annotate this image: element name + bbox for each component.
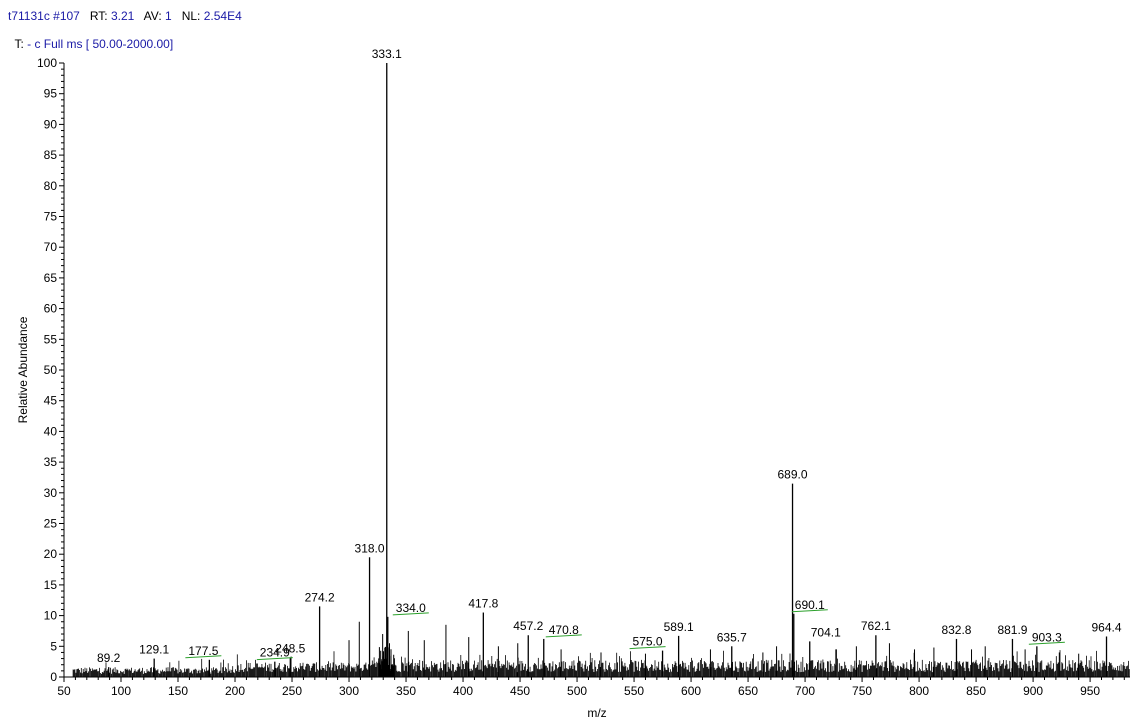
x-tick-label: 100 bbox=[111, 684, 131, 698]
x-tick-label: 300 bbox=[339, 684, 359, 698]
x-tick-label: 700 bbox=[795, 684, 815, 698]
y-tick-label: 50 bbox=[44, 363, 58, 377]
x-tick-label: 600 bbox=[681, 684, 701, 698]
x-tick-label: 150 bbox=[168, 684, 188, 698]
header-part: 3.21 bbox=[110, 9, 135, 23]
x-tick-label: 950 bbox=[1080, 684, 1100, 698]
y-tick-label: 25 bbox=[44, 517, 58, 531]
scan-header-line2: T: - c Full ms [ 50.00-2000.00] bbox=[8, 23, 173, 51]
header-scan-filter: - c Full ms [ 50.00-2000.00] bbox=[27, 37, 174, 51]
header-part: t71131c #107 bbox=[8, 9, 80, 23]
header-part: RT: bbox=[79, 9, 111, 23]
labeled-peaks bbox=[108, 63, 1108, 677]
y-tick-label: 70 bbox=[44, 240, 58, 254]
label-marker-line bbox=[392, 612, 429, 616]
x-tick-label: 800 bbox=[909, 684, 929, 698]
peak-label: 704.1 bbox=[811, 625, 841, 639]
chart-axes: 0 5 10 15 20 25 30 35 40 45 50 55 60 65 70 75 80 85 90 95 10… bbox=[37, 56, 1130, 698]
x-tick-label: 900 bbox=[1023, 684, 1043, 698]
peak-label: 89.2 bbox=[97, 651, 121, 665]
peak-label: 964.4 bbox=[1091, 620, 1121, 634]
peak-label: 177.5 bbox=[188, 644, 218, 658]
x-tick-label: 450 bbox=[510, 684, 530, 698]
header-part: AV: bbox=[134, 9, 166, 23]
peak-label: 832.8 bbox=[941, 623, 971, 637]
y-tick-label: 65 bbox=[44, 271, 58, 285]
peak-label: 274.2 bbox=[305, 590, 335, 604]
label-marker-line bbox=[545, 634, 582, 638]
peak-label: 248.5 bbox=[275, 641, 305, 655]
y-axis-label: Relative Abundance bbox=[16, 316, 30, 423]
header-part: NL: bbox=[171, 9, 204, 23]
x-axis-label: m/z bbox=[587, 706, 606, 720]
y-tick-label: 45 bbox=[44, 394, 58, 408]
y-tick-label: 20 bbox=[44, 547, 58, 561]
x-tick-label: 200 bbox=[225, 684, 245, 698]
peak-label: 457.2 bbox=[513, 619, 543, 633]
x-tick-label: 650 bbox=[738, 684, 758, 698]
y-tick-label: 95 bbox=[44, 87, 58, 101]
label-marker-line bbox=[185, 655, 222, 659]
y-tick-label: 40 bbox=[44, 424, 58, 438]
y-tick-label: 35 bbox=[44, 455, 58, 469]
y-tick-label: 5 bbox=[50, 639, 57, 653]
x-tick-label: 850 bbox=[966, 684, 986, 698]
label-marker-line bbox=[256, 657, 293, 661]
y-tick-label: 10 bbox=[44, 609, 58, 623]
peak-label: 689.0 bbox=[778, 468, 808, 482]
x-tick-label: 500 bbox=[567, 684, 587, 698]
peak-label: 575.0 bbox=[633, 635, 663, 649]
y-tick-label: 0 bbox=[50, 670, 57, 684]
header-part: 2.54E4 bbox=[203, 9, 242, 23]
peak-label: 417.8 bbox=[468, 597, 498, 611]
peak-label: 234.9 bbox=[260, 646, 290, 660]
y-tick-label: 30 bbox=[44, 486, 58, 500]
x-tick-label: 550 bbox=[624, 684, 644, 698]
scan-header-line1: t71131c #107 RT: 3.21 AV: 1 NL: 2.54E4 bbox=[8, 9, 242, 23]
peak-label: 881.9 bbox=[997, 623, 1027, 637]
y-tick-label: 85 bbox=[44, 148, 58, 162]
y-tick-label: 75 bbox=[44, 210, 58, 224]
peak-label: 334.0 bbox=[396, 601, 426, 615]
x-tick-label: 400 bbox=[453, 684, 473, 698]
peak-label: 129.1 bbox=[139, 643, 169, 657]
peak-label: 762.1 bbox=[861, 619, 891, 633]
y-tick-label: 90 bbox=[44, 117, 58, 131]
x-tick-label: 750 bbox=[852, 684, 872, 698]
label-marker-line bbox=[1028, 641, 1065, 645]
x-tick-label: 50 bbox=[57, 684, 71, 698]
y-tick-label: 55 bbox=[44, 332, 58, 346]
y-tick-label: 60 bbox=[44, 302, 58, 316]
y-tick-label: 100 bbox=[37, 56, 57, 70]
header-part: 1 bbox=[165, 9, 172, 23]
peak-label: 690.1 bbox=[795, 598, 825, 612]
y-tick-label: 80 bbox=[44, 179, 58, 193]
x-tick-label: 250 bbox=[282, 684, 302, 698]
label-marker-line bbox=[629, 646, 666, 650]
peak-label: 903.3 bbox=[1032, 630, 1062, 644]
peak-label: 470.8 bbox=[549, 623, 579, 637]
label-marker-line bbox=[791, 609, 828, 613]
y-tick-label: 15 bbox=[44, 578, 58, 592]
peak-label: 589.1 bbox=[664, 620, 694, 634]
x-tick-label: 350 bbox=[396, 684, 416, 698]
peak-label: 333.1 bbox=[372, 47, 402, 61]
peak-label: 635.7 bbox=[717, 630, 747, 644]
peak-label: 318.0 bbox=[355, 541, 385, 555]
header-key-t: T: bbox=[14, 37, 28, 51]
